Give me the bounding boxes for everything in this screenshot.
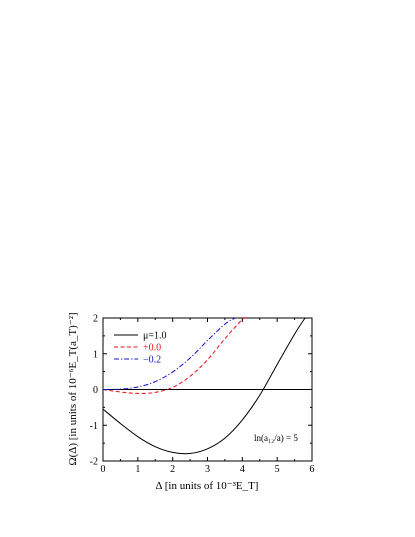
x-axis-label: Δ [in units of 10⁻³E_T] — [156, 480, 259, 492]
x-tick-label: 3 — [205, 464, 210, 475]
y-axis-label: Ω(Δ) [in units of 10⁻⁶E_T(a_T)⁻²] — [67, 312, 79, 465]
x-tick-label: 2 — [170, 464, 175, 475]
x-tick-label: 4 — [240, 464, 245, 475]
legend-label-0: μ=1.0 — [143, 331, 167, 342]
legend-label-2: −0.2 — [143, 355, 161, 366]
x-tick-label: 0 — [101, 464, 106, 475]
series-layer — [102, 317, 306, 455]
y-tick-label: 1 — [93, 349, 98, 360]
series-line-0 — [102, 317, 306, 455]
axis-ticks: 0 1 2 3 4 5 6 -2 -1 0 1 2 — [90, 314, 315, 476]
y-tick-label: -1 — [90, 421, 98, 432]
series-line-1 — [102, 317, 247, 394]
x-tick-label: 6 — [310, 464, 315, 475]
x-tick-label: 5 — [275, 464, 280, 475]
y-tick-label: 0 — [93, 385, 98, 396]
legend: μ=1.0+0.0−0.2 — [114, 331, 167, 366]
legend-label-1: +0.0 — [143, 343, 161, 354]
annotation-text: ln(a₁₂/a) = 5 — [254, 433, 298, 443]
y-tick-label: 2 — [93, 314, 98, 325]
x-tick-label: 1 — [135, 464, 140, 475]
series-line-2 — [102, 317, 236, 390]
y-tick-label: -2 — [90, 457, 98, 468]
